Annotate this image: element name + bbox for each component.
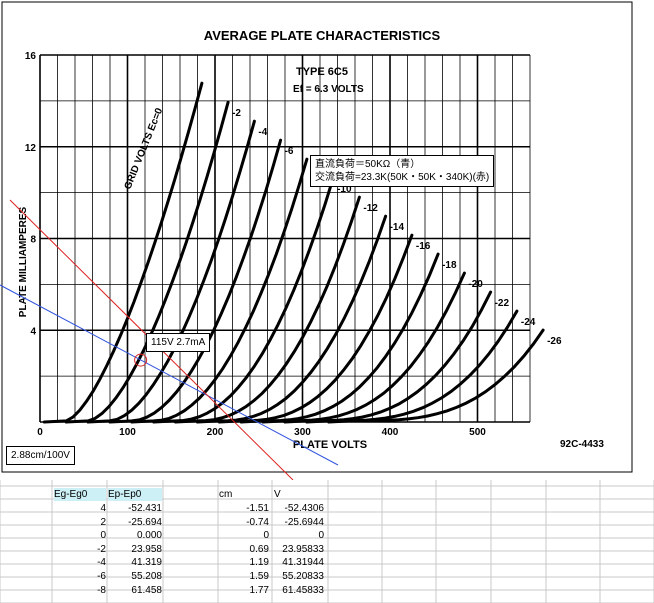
x-tick-label: 100 [119, 427, 136, 438]
plate-curve [196, 214, 388, 424]
table1-cell[interactable]: -52.431 [128, 503, 162, 514]
header-ep[interactable]: Ep-Ep0 [108, 488, 162, 501]
curve-label: -2 [232, 108, 241, 119]
table2-cell[interactable]: -25.6944 [284, 516, 324, 528]
axis-ticks: 0 100 200 300 400 500 4 8 12 16 [25, 51, 486, 438]
table1-cell[interactable]: 0 [100, 530, 106, 542]
curve-label: -6 [285, 146, 294, 157]
table2-cell[interactable]: 23.95833 [282, 543, 324, 555]
plate-characteristics-chart[interactable]: AVERAGE PLATE CHARACTERISTICS TYPE 6C5 E… [0, 0, 654, 480]
header-cm[interactable]: cm [219, 489, 233, 500]
table2-cell[interactable]: -0.74 [246, 516, 269, 528]
curve-label: -22 [495, 298, 510, 309]
curve-label: -24 [521, 317, 536, 328]
curve-label: -20 [468, 279, 483, 290]
operating-point-box[interactable]: 115V 2.7mA [146, 333, 211, 352]
table1-cell[interactable]: 61.458 [131, 584, 162, 596]
x-tick-label: 500 [469, 427, 486, 438]
y-axis-label: PLATE MILLIAMPERES [18, 206, 29, 317]
header-eg[interactable]: Eg-Eg0 [54, 488, 106, 501]
x-tick-label: 400 [382, 427, 399, 438]
table2-cell[interactable]: -52.4306 [284, 503, 324, 514]
ac-load-text: 交流負荷=23.3K(50K・50K・340K)(赤) [315, 172, 490, 183]
operating-point-marker [134, 353, 148, 367]
curve-label: -18 [442, 260, 457, 271]
y-tick-label: 12 [25, 143, 37, 154]
drawing-code: 92C-4433 [560, 439, 604, 450]
curve-label: -12 [363, 203, 378, 214]
table1-cell[interactable]: -25.694 [128, 516, 162, 528]
table2-cell[interactable]: 0.69 [249, 543, 269, 555]
dc-load-line [0, 284, 339, 466]
table1-cell[interactable]: 23.958 [131, 543, 162, 555]
y-tick-label: 4 [30, 326, 36, 337]
operating-point-text: 115V 2.7mA [151, 337, 206, 348]
plate-curve [327, 328, 545, 424]
table1-cell[interactable]: 4 [100, 503, 106, 514]
table1-cell[interactable]: 2 [100, 516, 106, 528]
table2-cell[interactable]: 0 [263, 530, 269, 542]
plot-grid [39, 54, 531, 423]
table1-cell[interactable]: -8 [97, 584, 106, 596]
table2-cell[interactable]: 55.20833 [282, 571, 324, 582]
plate-curve [64, 100, 230, 424]
plate-curve [42, 81, 204, 424]
curve-label: -26 [547, 336, 562, 347]
table2-cell[interactable]: 61.45833 [282, 584, 324, 596]
table2-cell[interactable]: 0 [318, 530, 324, 542]
plate-curve [152, 176, 335, 424]
table2-cell[interactable]: 41.31944 [282, 557, 324, 569]
chart-title: AVERAGE PLATE CHARACTERISTICS [204, 28, 441, 43]
chart-border [1, 1, 633, 473]
curve-label: -14 [390, 222, 405, 233]
filament-voltage-label: Ef = 6.3 VOLTS [293, 84, 364, 95]
scale-text: 2.88cm/100V [11, 450, 70, 461]
x-tick-label: 300 [294, 427, 311, 438]
curve-label: -4 [258, 127, 267, 138]
curve-label: -10 [337, 184, 352, 195]
table1-cell[interactable]: 55.208 [131, 571, 162, 582]
y-tick-label: 16 [25, 51, 37, 62]
plate-curve [130, 157, 309, 424]
x-axis-label: PLATE VOLTS [293, 439, 367, 451]
table1-cell[interactable]: 0.000 [136, 530, 162, 542]
chart-area: AVERAGE PLATE CHARACTERISTICS TYPE 6C5 E… [0, 0, 654, 480]
header-v[interactable]: V [274, 489, 281, 500]
dc-load-text: 直流負荷＝50KΩ（青） [315, 159, 421, 170]
table2-cell[interactable]: 1.19 [249, 557, 269, 569]
scale-box[interactable]: 2.88cm/100V [6, 446, 75, 465]
table1-cell[interactable]: -2 [97, 543, 106, 555]
table1-cell[interactable]: -6 [97, 571, 106, 582]
tube-type-label: TYPE 6C5 [296, 66, 348, 78]
table2-cell[interactable]: -1.51 [246, 503, 269, 514]
x-tick-label: 200 [207, 427, 224, 438]
table2-cell[interactable]: 1.59 [249, 571, 269, 582]
load-annotation-box[interactable]: 直流負荷＝50KΩ（青） 交流負荷=23.3K(50K・50K・340K)(赤) [310, 155, 495, 187]
y-tick-label: 8 [30, 235, 36, 246]
table2-cell[interactable]: 1.77 [249, 584, 269, 596]
table1-cell[interactable]: 41.319 [131, 557, 162, 569]
x-tick-label: 0 [37, 427, 43, 438]
table1-cell[interactable]: -4 [97, 557, 106, 569]
curve-label: -16 [416, 241, 431, 252]
plate-curve [174, 195, 361, 424]
